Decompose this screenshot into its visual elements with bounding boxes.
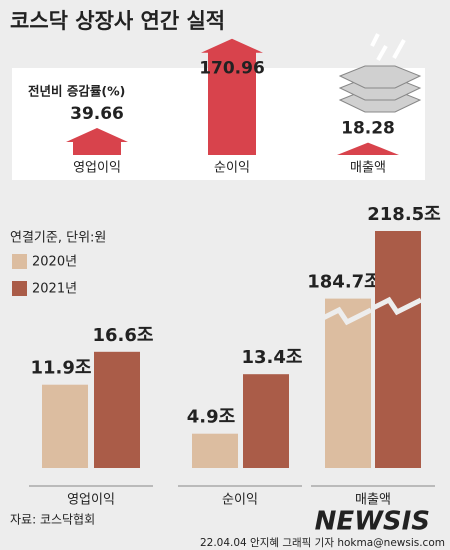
bar	[192, 433, 238, 468]
growth-category: 순이익	[214, 161, 250, 176]
axis-break	[371, 296, 423, 316]
value-label: 16.6조	[93, 325, 154, 346]
plates-icon	[338, 33, 422, 113]
title: 코스닥 상장사 연간 실적	[10, 9, 225, 33]
value-label: 218.5조	[367, 204, 441, 225]
x-tick-label: 영업이익	[67, 493, 115, 508]
legend-swatch	[12, 254, 27, 269]
growth-value: 18.28	[341, 119, 395, 139]
bar	[325, 298, 371, 468]
x-tick-label: 매출액	[355, 493, 391, 508]
legend-label: 2021년	[32, 282, 77, 297]
legend-swatch	[12, 281, 27, 296]
value-label: 11.9조	[31, 358, 92, 379]
bar	[94, 351, 140, 468]
growth-category: 매출액	[350, 161, 386, 176]
value-label: 4.9조	[187, 407, 235, 428]
credit: 22.04.04 안지혜 그래픽 기자 hokma@newsis.com	[200, 537, 445, 549]
logo: NEWSIS	[315, 507, 430, 537]
growth-category: 영업이익	[73, 161, 121, 176]
bar	[375, 231, 421, 468]
source: 자료: 코스닥협회	[10, 513, 95, 527]
x-tick-label: 순이익	[222, 493, 258, 508]
growth-arrow	[201, 38, 263, 155]
growth-value: 39.66	[70, 104, 124, 124]
unit-note: 연결기준, 단위:원	[10, 231, 106, 246]
growth-arrow	[66, 128, 128, 155]
axis-break	[321, 306, 373, 326]
growth-arrow	[337, 142, 399, 155]
growth-value: 170.96	[199, 59, 265, 79]
value-label: 184.7조	[307, 272, 381, 293]
legend-label: 2020년	[32, 255, 77, 270]
growth-title: 전년비 증감률(%)	[28, 84, 125, 99]
value-label: 13.4조	[242, 347, 303, 368]
bar	[42, 384, 88, 468]
bar	[243, 374, 289, 468]
